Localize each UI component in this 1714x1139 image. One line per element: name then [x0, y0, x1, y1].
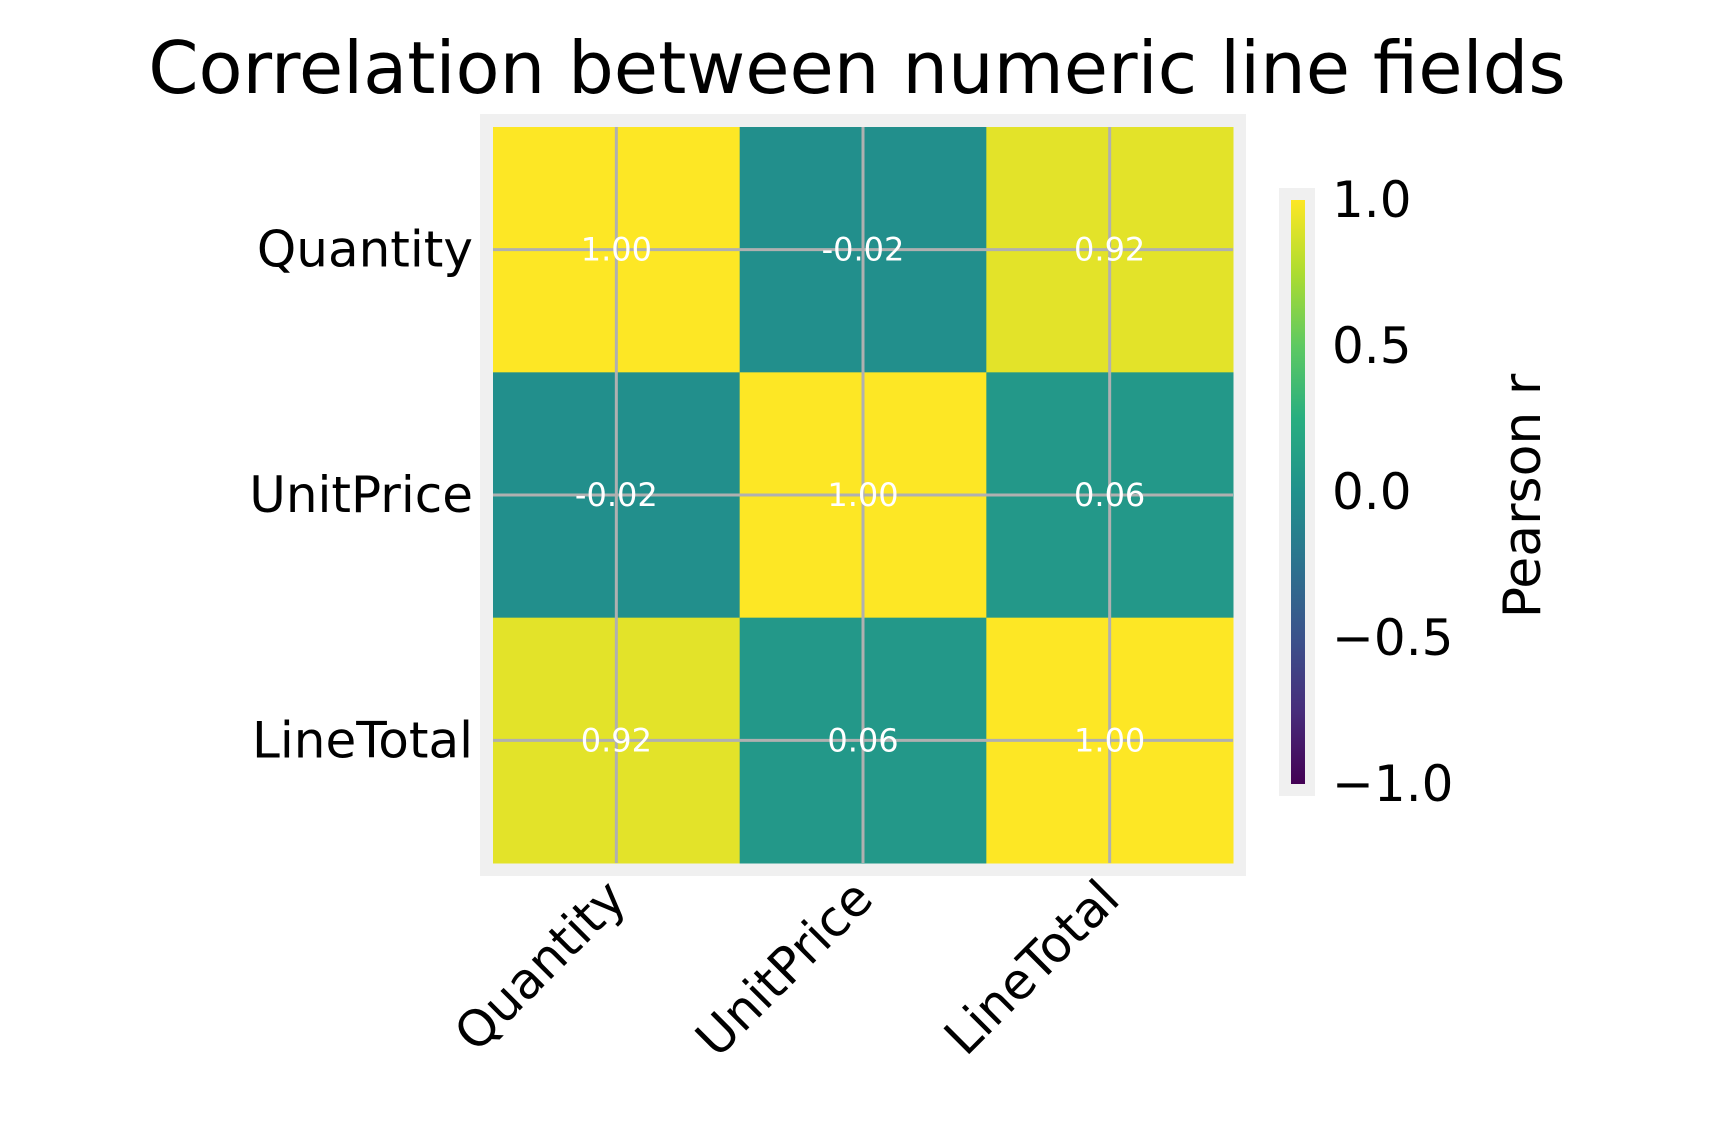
gridlines — [493, 127, 1233, 863]
y-tick-label: UnitPrice — [249, 466, 473, 524]
x-axis-tick-labels: Quantity UnitPrice LineTotal — [443, 869, 1130, 1068]
cell-value-label: -0.02 — [575, 476, 658, 514]
y-axis-tick-labels: Quantity UnitPrice LineTotal — [249, 221, 473, 770]
colorbar-tick-labels: 1.0 0.5 0.0 −0.5 −1.0 — [1332, 171, 1453, 813]
cell-value-labels: 1.00 -0.02 0.92 -0.02 1.00 0.06 0.92 0.06 1.00 — [575, 231, 1145, 760]
cell-value-label: -0.02 — [822, 231, 905, 269]
cell-value-label: 0.92 — [581, 721, 652, 759]
colorbar — [1291, 200, 1305, 784]
cell-value-label: 1.00 — [1074, 721, 1145, 759]
y-tick-label: Quantity — [257, 221, 473, 279]
cell-value-label: 0.06 — [827, 721, 898, 759]
cell-value-label: 0.06 — [1074, 476, 1145, 514]
cell-value-label: 1.00 — [581, 231, 652, 269]
y-tick-label: LineTotal — [252, 711, 473, 769]
x-tick-label: LineTotal — [933, 869, 1130, 1066]
x-tick-label: Quantity — [443, 869, 637, 1063]
colorbar-tick-label: 1.0 — [1332, 171, 1412, 229]
chart-title: Correlation between numeric line fields — [148, 26, 1566, 110]
colorbar-tick-label: −1.0 — [1332, 755, 1453, 813]
colorbar-tick-label: 0.0 — [1332, 463, 1412, 521]
x-tick-label: UnitPrice — [685, 869, 884, 1068]
colorbar-tick-label: −0.5 — [1332, 609, 1453, 667]
colorbar-label: Pearson r — [1493, 373, 1553, 618]
colorbar-tick-label: 0.5 — [1332, 317, 1412, 375]
cell-value-label: 0.92 — [1074, 231, 1145, 269]
cell-value-label: 1.00 — [827, 476, 898, 514]
